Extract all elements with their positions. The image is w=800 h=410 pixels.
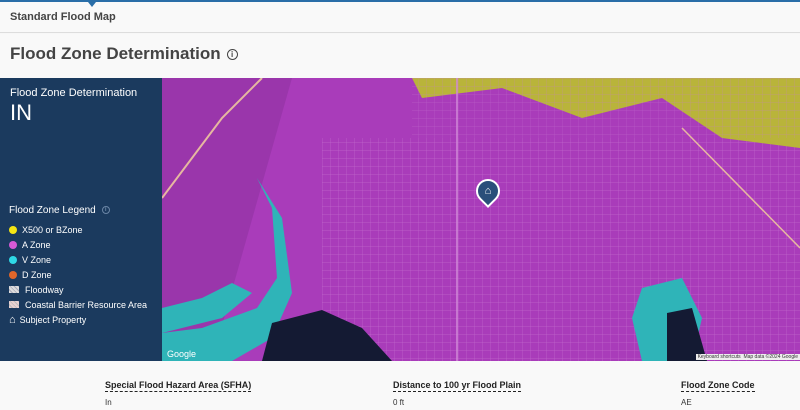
railroad xyxy=(681,127,800,249)
legend-item-coastal-barrier: Coastal Barrier Resource Area xyxy=(9,297,147,312)
street-grid xyxy=(322,138,800,361)
legend-label: D Zone xyxy=(22,269,52,280)
keyboard-shortcuts-link[interactable]: Keyboard shortcuts xyxy=(697,354,741,360)
legend-item-d-zone: D Zone xyxy=(9,267,147,282)
determination-value: IN xyxy=(10,100,32,125)
orange-dot-icon xyxy=(9,270,17,279)
flood-zone-legend: Flood Zone Legend i X500 or BZone A Zone … xyxy=(9,205,147,327)
fact-label[interactable]: Special Flood Hazard Area (SFHA) xyxy=(105,380,252,392)
fact-label[interactable]: Flood Zone Code xyxy=(681,380,755,392)
wetland-area xyxy=(162,78,292,361)
house-marker-icon: ⌂ xyxy=(484,185,492,197)
legend-label: Subject Property xyxy=(19,314,87,325)
flood-map[interactable]: ⌂ Google Keyboard shortcuts Map data ©20… xyxy=(162,78,800,361)
page-title: Flood Zone Determination i xyxy=(10,44,238,64)
cyan-dot-icon xyxy=(9,255,17,264)
info-icon[interactable]: i xyxy=(101,206,110,215)
legend-label: Coastal Barrier Resource Area xyxy=(25,299,148,310)
determination-label: Flood Zone Determination xyxy=(10,87,138,99)
fact-distance: Distance to 100 yr Flood Plain 0 ft xyxy=(393,375,522,407)
legend-label: Floodway xyxy=(25,284,64,295)
determination-panel: Flood Zone Determination IN Flood Zone L… xyxy=(0,78,162,361)
fact-value: In xyxy=(105,398,112,407)
page-title-text: Flood Zone Determination xyxy=(10,44,221,63)
house-icon: ⌂ xyxy=(9,313,16,326)
map-layers xyxy=(162,78,800,361)
legend-label: V Zone xyxy=(22,254,52,265)
hatch-icon xyxy=(9,286,19,293)
street-grid-north xyxy=(412,78,800,138)
legend-title-text: Flood Zone Legend xyxy=(9,205,96,216)
yellow-dot-icon xyxy=(9,225,17,234)
highway-road xyxy=(162,78,263,199)
legend-item-x500: X500 or BZone xyxy=(9,222,147,237)
legend-item-v-zone: V Zone xyxy=(9,252,147,267)
legend-item-floodway: Floodway xyxy=(9,282,147,297)
magenta-dot-icon xyxy=(9,240,17,249)
map-attribution[interactable]: Keyboard shortcuts Map data ©2024 Google xyxy=(695,354,800,360)
google-logo: Google xyxy=(167,349,197,359)
tab-standard-flood-map[interactable]: Standard Flood Map xyxy=(10,11,116,23)
active-tab-indicator xyxy=(88,2,96,7)
v-zone-shore xyxy=(162,283,252,333)
info-icon[interactable]: i xyxy=(226,49,238,61)
legend-label: X500 or BZone xyxy=(22,224,83,235)
hatch-icon xyxy=(9,301,19,308)
fact-label[interactable]: Distance to 100 yr Flood Plain xyxy=(393,380,522,392)
flood-facts: Special Flood Hazard Area (SFHA) In Dist… xyxy=(0,361,800,410)
page-header: Flood Zone Determination i xyxy=(0,34,800,78)
legend-title: Flood Zone Legend i xyxy=(9,205,147,216)
v-zone-river xyxy=(162,178,292,361)
fact-value: 0 ft xyxy=(393,398,405,407)
top-tab-bar: Standard Flood Map xyxy=(0,0,800,33)
water-area xyxy=(262,310,392,361)
map-data-text: Map data ©2024 Google xyxy=(743,354,798,360)
fact-sfha: Special Flood Hazard Area (SFHA) In xyxy=(105,375,252,407)
water-area-east xyxy=(667,308,707,361)
legend-label: A Zone xyxy=(22,239,51,250)
legend-item-a-zone: A Zone xyxy=(9,237,147,252)
legend-item-subject-property: ⌂ Subject Property xyxy=(9,312,147,327)
fact-value: AE xyxy=(681,398,692,407)
fact-zone-code: Flood Zone Code AE xyxy=(681,375,755,407)
